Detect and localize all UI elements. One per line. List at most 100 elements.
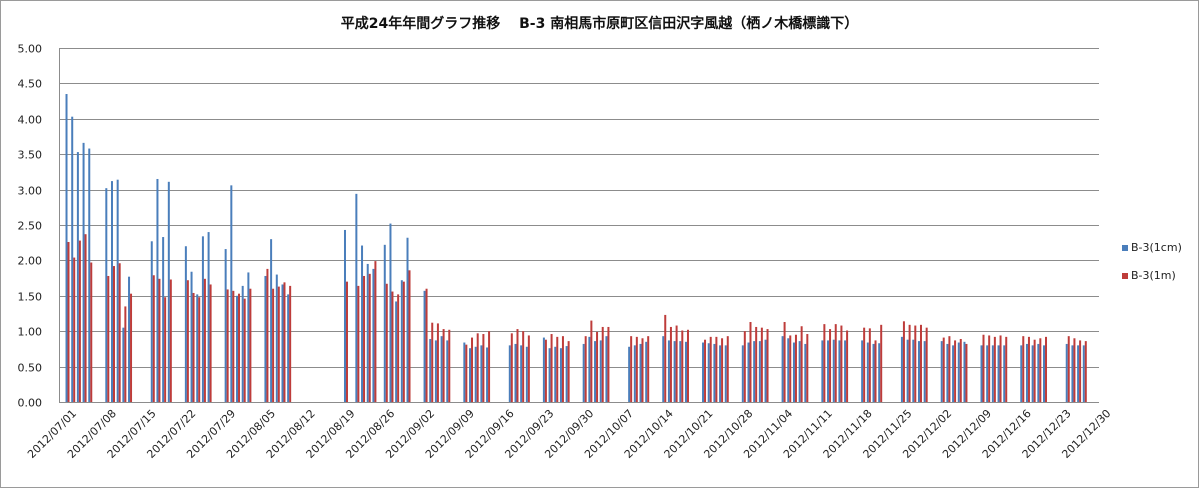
- bar-series-1: [122, 327, 125, 402]
- bar-series-2: [527, 335, 530, 402]
- bar-series-2: [726, 336, 729, 402]
- bar-series-1: [520, 345, 523, 402]
- bar-series-2: [669, 326, 672, 402]
- bar-series-2: [465, 344, 468, 402]
- bar-series-1: [594, 341, 597, 402]
- bar-series-1: [792, 342, 795, 402]
- bar-series-1: [804, 343, 807, 402]
- bar-series-1: [355, 193, 358, 402]
- bar-series-1: [605, 336, 608, 402]
- bar-series-1: [423, 290, 426, 402]
- bar-series-2: [431, 322, 434, 402]
- bar-series-2: [556, 336, 559, 402]
- bar-series-1: [474, 346, 477, 402]
- bar-series-2: [397, 294, 400, 402]
- chart-title: 平成24年年間グラフ推移 B-3 南相馬市原町区信田沢字風越（栖ノ木橋標識下）: [340, 16, 859, 32]
- bar-series-1: [684, 341, 687, 402]
- bar-series-1: [275, 274, 278, 402]
- bar-series-1: [65, 94, 68, 403]
- bar-series-1: [184, 246, 187, 402]
- bar-series-1: [82, 142, 85, 402]
- bar-series-2: [834, 324, 837, 402]
- bar-series-2: [806, 334, 809, 402]
- bar-series-1: [150, 241, 153, 402]
- bar-series-2: [607, 326, 610, 402]
- bar-series-2: [243, 298, 246, 402]
- bar-series-1: [406, 237, 409, 402]
- bar-series-2: [755, 326, 758, 402]
- bar-series-1: [372, 268, 375, 402]
- bar-series-1: [207, 232, 210, 402]
- bar-series-2: [914, 325, 917, 402]
- bar-series-2: [198, 297, 201, 402]
- bar-series-1: [1077, 345, 1080, 402]
- bar-series-2: [192, 292, 195, 402]
- bar-series-2: [408, 270, 411, 402]
- bar-series-2: [226, 289, 229, 402]
- bar-series-2: [357, 285, 360, 402]
- bar-series-1: [508, 345, 511, 402]
- bar-series-2: [186, 280, 189, 402]
- bar-series-1: [264, 275, 267, 402]
- bar-series-2: [476, 333, 479, 402]
- bar-series-2: [73, 257, 76, 402]
- bar-series-1: [548, 348, 551, 402]
- bar-series-2: [902, 321, 905, 402]
- bar-series-2: [647, 336, 650, 402]
- bar-series-2: [925, 327, 928, 402]
- legend-label-series-2: B-3(1m): [1131, 269, 1176, 282]
- bar-series-2: [363, 275, 366, 402]
- bar-series-2: [209, 284, 212, 402]
- bars: [65, 94, 1087, 403]
- bar-series-1: [559, 348, 562, 402]
- bar-series-1: [980, 345, 983, 402]
- y-axis-tick-labels: 0.00 0.50 1.00 1.50 2.00 2.50 3.00 3.50 4.00 4.50…: [18, 43, 43, 410]
- bar-series-1: [463, 342, 466, 402]
- x-axis-tick-labels: 2012/07/012012/07/082012/07/152012/07/22…: [25, 407, 1113, 461]
- bar-series-2: [601, 326, 604, 402]
- bar-series-2: [368, 273, 371, 402]
- bar-series-2: [345, 281, 348, 402]
- bar-series-2: [1039, 338, 1042, 402]
- bar-series-2: [635, 336, 638, 402]
- bar-series-1: [1020, 345, 1023, 402]
- bar-series-1: [713, 343, 716, 402]
- bar-series-2: [846, 330, 849, 402]
- y-tick-label: 4.00: [18, 114, 43, 127]
- bar-series-1: [679, 341, 682, 402]
- bar-series-2: [90, 262, 93, 402]
- bar-series-1: [446, 340, 449, 402]
- bar-series-2: [919, 324, 922, 402]
- bar-series-1: [963, 341, 966, 402]
- bar-series-2: [959, 338, 962, 402]
- bar-series-2: [561, 336, 564, 402]
- bar-series-1: [565, 346, 568, 402]
- bar-series-1: [719, 345, 722, 402]
- bar-series-1: [838, 340, 841, 402]
- bar-series-1: [912, 339, 915, 402]
- bar-series-2: [510, 333, 513, 402]
- bar-series-1: [986, 345, 989, 402]
- bar-series-1: [821, 340, 824, 402]
- legend-item-series-1: B-3(1cm): [1122, 240, 1196, 255]
- bar-series-1: [900, 336, 903, 402]
- bar-series-2: [402, 281, 405, 402]
- bar-series-2: [169, 279, 172, 402]
- bar-series-2: [993, 336, 996, 402]
- bar-series-2: [1073, 338, 1076, 402]
- bar-series-2: [152, 275, 155, 402]
- bar-series-1: [702, 342, 705, 402]
- bar-series-2: [158, 278, 161, 402]
- bar-series-1: [366, 263, 369, 402]
- bar-series-2: [124, 306, 127, 402]
- bar-series-1: [844, 340, 847, 402]
- bar-series-1: [395, 301, 398, 402]
- bar-series-1: [781, 336, 784, 402]
- bar-series-1: [236, 295, 239, 402]
- y-tick-label: 1.50: [18, 291, 43, 304]
- bar-series-2: [1045, 336, 1048, 402]
- bar-series-2: [277, 286, 280, 402]
- bar-series-1: [667, 340, 670, 402]
